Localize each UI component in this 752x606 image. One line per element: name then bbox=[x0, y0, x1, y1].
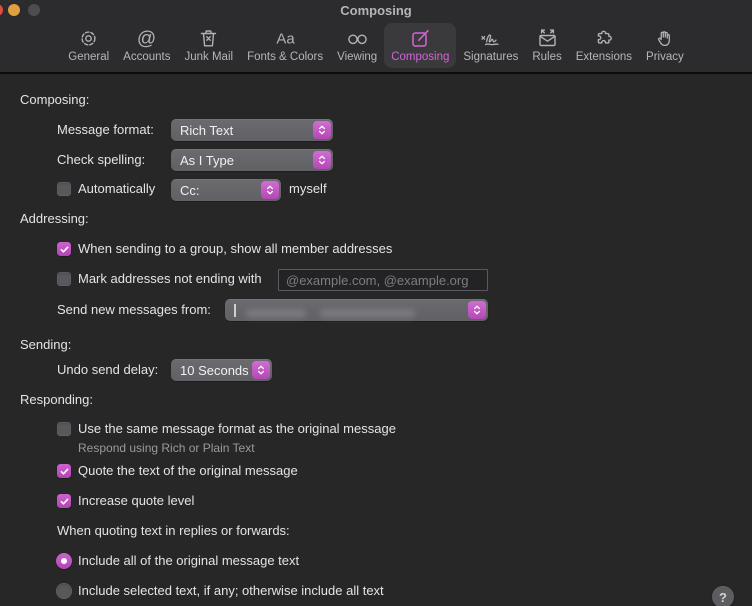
mark-addresses-label: Mark addresses not ending with bbox=[78, 271, 262, 286]
message-format-label: Message format: bbox=[57, 122, 154, 137]
compose-icon bbox=[412, 29, 429, 47]
dropdown-value: As I Type bbox=[180, 152, 234, 168]
dropdown-value: Rich Text bbox=[180, 122, 234, 138]
tab-label: Signatures bbox=[463, 51, 519, 63]
fonts-icon: Aa bbox=[276, 31, 295, 48]
myself-label: myself bbox=[289, 181, 327, 196]
trash-icon bbox=[201, 30, 217, 47]
chevron-up-down-icon bbox=[468, 301, 486, 319]
redacted-address-blur bbox=[245, 308, 306, 318]
help-question-icon: ? bbox=[719, 589, 727, 605]
dropdown-value: Cc: bbox=[180, 182, 200, 198]
tab-fonts-colors[interactable]: Aa Fonts & Colors bbox=[240, 23, 330, 68]
increase-quote-label: Increase quote level bbox=[78, 493, 195, 508]
tab-label: Privacy bbox=[646, 51, 684, 63]
tab-label: Composing bbox=[391, 51, 450, 63]
svg-text:Aa: Aa bbox=[276, 31, 295, 48]
tab-junk-mail[interactable]: Junk Mail bbox=[177, 23, 240, 68]
quote-text-label: Quote the text of the original message bbox=[78, 463, 298, 478]
tab-label: Extensions bbox=[575, 51, 633, 63]
automatically-label: Automatically bbox=[78, 181, 156, 196]
gear-icon bbox=[81, 31, 96, 46]
puzzle-icon bbox=[598, 30, 613, 44]
tab-privacy[interactable]: Privacy bbox=[639, 23, 691, 68]
minimize-window-button[interactable] bbox=[8, 4, 20, 16]
help-button[interactable]: ? bbox=[712, 586, 734, 606]
increase-quote-checkbox[interactable] bbox=[57, 494, 71, 508]
dropdown-value: 10 Seconds bbox=[180, 362, 249, 378]
include-all-label: Include all of the original message text bbox=[78, 553, 300, 568]
send-from-label: Send new messages from: bbox=[57, 302, 211, 317]
preferences-toolbar: General @ Accounts Junk Mail Aa Fonts & … bbox=[0, 23, 752, 71]
chevron-up-down-icon bbox=[261, 181, 279, 199]
tab-label: Junk Mail bbox=[184, 51, 234, 63]
check-spelling-label: Check spelling: bbox=[57, 152, 146, 167]
tab-accounts[interactable]: @ Accounts bbox=[116, 23, 177, 68]
message-format-dropdown[interactable]: Rich Text bbox=[171, 119, 333, 141]
tab-label: Fonts & Colors bbox=[247, 51, 324, 63]
include-all-radio[interactable] bbox=[56, 553, 72, 569]
section-label-sending: Sending: bbox=[20, 337, 72, 352]
quoting-label: When quoting text in replies or forwards… bbox=[57, 523, 290, 538]
group-addresses-checkbox[interactable] bbox=[57, 242, 71, 256]
section-label-composing: Composing: bbox=[20, 92, 90, 107]
tab-viewing[interactable]: Viewing bbox=[330, 23, 384, 68]
check-icon bbox=[60, 246, 68, 253]
signature-icon bbox=[481, 34, 500, 46]
chevron-up-down-icon bbox=[313, 151, 331, 169]
envelope-arrows-icon bbox=[538, 29, 556, 47]
tab-label: General bbox=[68, 51, 110, 63]
tab-signatures[interactable]: Signatures bbox=[456, 23, 525, 68]
check-icon bbox=[60, 498, 68, 505]
hand-icon bbox=[658, 31, 671, 47]
tab-general[interactable]: General bbox=[61, 23, 116, 68]
section-label-responding: Responding: bbox=[20, 392, 93, 407]
mark-addresses-input[interactable] bbox=[278, 269, 488, 291]
chevron-up-down-icon bbox=[313, 121, 331, 139]
check-spelling-dropdown[interactable]: As I Type bbox=[171, 149, 333, 171]
check-icon bbox=[60, 468, 68, 475]
tab-label: Viewing bbox=[337, 51, 378, 63]
glasses-icon bbox=[347, 34, 367, 45]
same-format-sublabel: Respond using Rich or Plain Text bbox=[78, 441, 255, 455]
mark-addresses-checkbox[interactable] bbox=[57, 272, 71, 286]
tab-label: Accounts bbox=[123, 51, 171, 63]
close-window-button[interactable] bbox=[0, 4, 3, 16]
undo-delay-label: Undo send delay: bbox=[57, 362, 159, 377]
send-from-dropdown[interactable] bbox=[225, 299, 488, 321]
window-title: Composing bbox=[340, 3, 412, 18]
toolbar-separator bbox=[0, 72, 752, 74]
group-addresses-label: When sending to a group, show all member… bbox=[78, 241, 393, 256]
title-bar: Composing bbox=[0, 0, 752, 22]
chevron-up-down-icon bbox=[252, 361, 270, 379]
at-icon: @ bbox=[137, 29, 156, 50]
tab-rules[interactable]: Rules bbox=[525, 23, 568, 68]
same-format-checkbox[interactable] bbox=[57, 422, 71, 436]
automatically-cc-checkbox[interactable] bbox=[57, 182, 71, 196]
same-format-label: Use the same message format as the origi… bbox=[78, 421, 396, 436]
tab-composing[interactable]: Composing bbox=[384, 23, 457, 68]
tab-extensions[interactable]: Extensions bbox=[569, 23, 639, 68]
include-selected-radio[interactable] bbox=[56, 583, 72, 599]
zoom-window-button bbox=[28, 4, 40, 16]
cc-bcc-dropdown[interactable]: Cc: bbox=[171, 179, 281, 201]
redacted-address-blur bbox=[319, 308, 415, 318]
tab-label: Rules bbox=[532, 51, 562, 63]
undo-delay-dropdown[interactable]: 10 Seconds bbox=[171, 359, 272, 381]
svg-text:@: @ bbox=[137, 29, 156, 50]
include-selected-label: Include selected text, if any; otherwise… bbox=[78, 583, 384, 598]
text-cursor bbox=[234, 303, 236, 317]
section-label-addressing: Addressing: bbox=[20, 211, 89, 226]
quote-text-checkbox[interactable] bbox=[57, 464, 71, 478]
content-area bbox=[0, 74, 752, 606]
